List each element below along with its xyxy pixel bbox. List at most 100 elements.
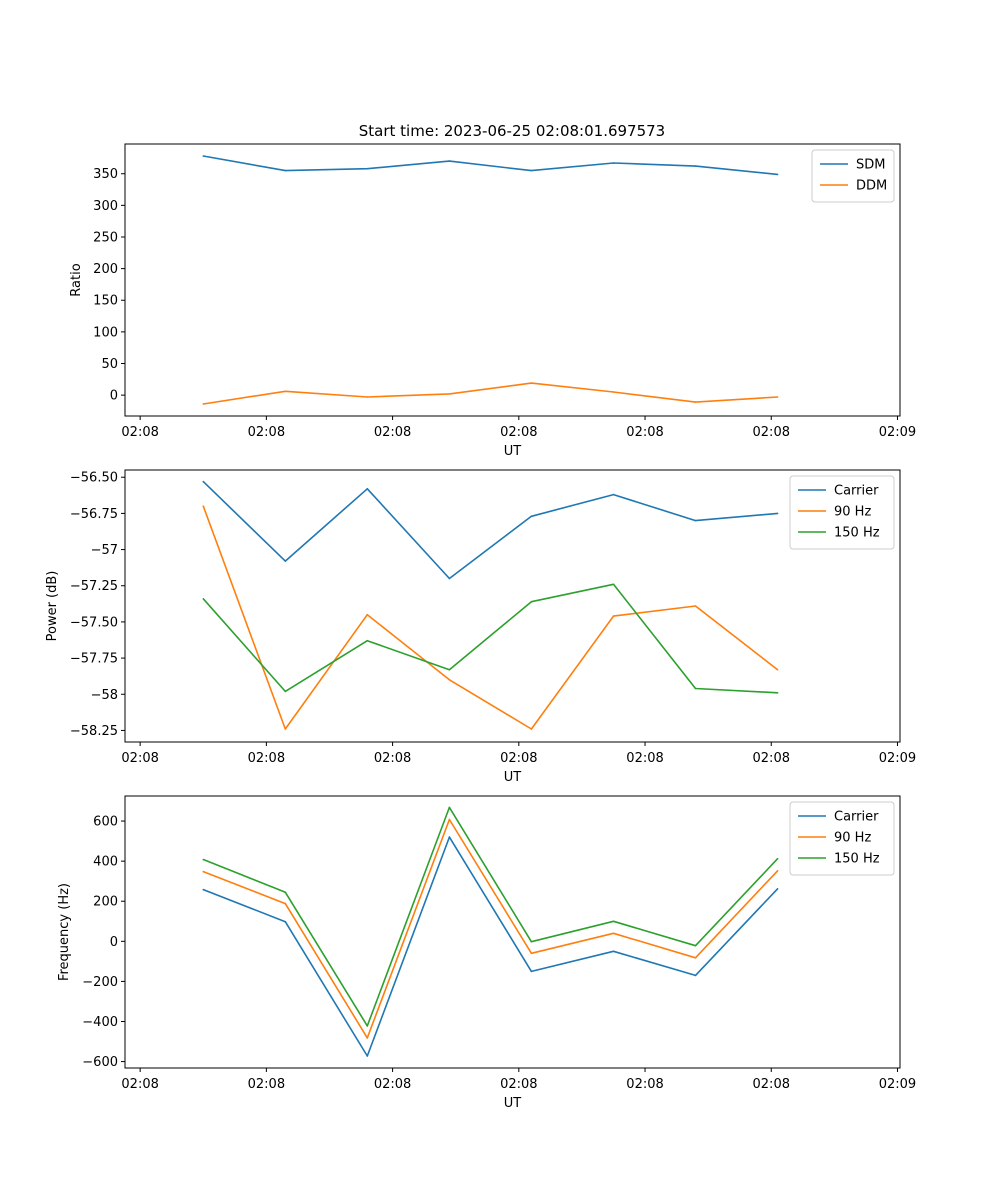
series-line-150-hz xyxy=(202,583,778,694)
y-tick-label: −57 xyxy=(91,543,118,558)
x-tick-label: 02:08 xyxy=(121,1077,158,1092)
legend-label: Carrier xyxy=(834,810,879,825)
data-point xyxy=(694,605,697,607)
data-point xyxy=(448,836,451,838)
y-tick-label: 200 xyxy=(93,262,118,277)
data-point xyxy=(202,888,205,891)
y-tick-label: −58 xyxy=(91,688,118,703)
data-point xyxy=(530,940,533,943)
x-tick-label: 02:08 xyxy=(374,425,411,440)
data-point xyxy=(366,1037,369,1039)
y-axis-label: Power (dB) xyxy=(45,571,60,642)
y-tick-label: 150 xyxy=(93,294,118,309)
data-point xyxy=(284,728,287,730)
data-point xyxy=(448,806,451,809)
data-point xyxy=(776,888,779,890)
data-point xyxy=(776,870,779,872)
x-tick-label: 02:08 xyxy=(753,751,790,766)
data-point xyxy=(694,957,697,959)
x-tick-label: 02:08 xyxy=(121,751,158,766)
data-point xyxy=(776,857,779,860)
y-tick-label: −57.75 xyxy=(70,652,118,667)
series-line-90-hz xyxy=(203,818,779,1039)
data-point xyxy=(612,615,615,617)
y-tick-label: −400 xyxy=(82,1015,118,1030)
data-point xyxy=(530,382,533,384)
series-line-carrier xyxy=(202,481,778,580)
data-point xyxy=(366,1055,369,1057)
chart-panel-1: 02:08 02:08 02:08 02:08 02:08 02:08 02:09 0 50 10… xyxy=(69,143,916,459)
legend-label: 150 Hz xyxy=(834,852,880,867)
series-line-150-hz xyxy=(203,806,779,1027)
data-point xyxy=(612,391,615,393)
y-tick-label: 400 xyxy=(93,855,118,870)
data-point xyxy=(612,583,615,586)
data-point xyxy=(776,668,779,671)
data-point xyxy=(284,560,287,562)
data-point xyxy=(202,870,205,873)
data-point xyxy=(612,493,615,496)
x-tick-label: 02:08 xyxy=(500,751,537,766)
data-point xyxy=(366,396,369,398)
y-tick-label: 100 xyxy=(93,325,118,340)
legend-label: Carrier xyxy=(834,484,879,499)
y-tick-label: 300 xyxy=(93,199,118,214)
x-tick-label: 02:09 xyxy=(879,1077,916,1092)
data-point xyxy=(284,891,287,893)
data-point xyxy=(694,165,697,167)
data-point xyxy=(448,393,451,395)
x-axis-label: UT xyxy=(504,444,522,459)
legend-label: DDM xyxy=(856,179,887,194)
data-point xyxy=(694,519,697,522)
x-tick-label: 02:08 xyxy=(753,425,790,440)
data-point xyxy=(366,1025,369,1027)
data-point xyxy=(530,952,533,955)
data-point xyxy=(530,970,533,973)
y-tick-label: −58.25 xyxy=(70,724,118,739)
data-point xyxy=(448,668,451,671)
x-tick-label: 02:08 xyxy=(626,1077,663,1092)
x-tick-label: 02:08 xyxy=(753,1077,790,1092)
data-point xyxy=(530,169,533,172)
legend: Carrier 90 Hz 150 Hz xyxy=(789,801,895,876)
x-tick-label: 02:09 xyxy=(879,751,916,766)
data-point xyxy=(284,169,287,172)
data-point xyxy=(366,488,369,490)
x-tick-label: 02:08 xyxy=(121,425,158,440)
y-tick-label: −57.25 xyxy=(70,579,118,594)
chart-panel-2: 02:08 02:08 02:08 02:08 02:08 02:08 02:09 −58.2… xyxy=(45,469,916,785)
y-axis-label: Frequency (Hz) xyxy=(57,883,72,981)
x-tick-label: 02:08 xyxy=(248,751,285,766)
data-point xyxy=(448,577,451,580)
data-point xyxy=(366,639,369,642)
data-point xyxy=(284,902,287,905)
data-point xyxy=(284,690,287,693)
x-tick-label: 02:08 xyxy=(626,751,663,766)
data-point xyxy=(612,950,615,953)
data-point xyxy=(612,162,615,164)
x-tick-label: 02:08 xyxy=(374,1077,411,1092)
legend: Carrier 90 Hz 150 Hz xyxy=(789,475,895,550)
y-tick-label: 0 xyxy=(110,389,118,404)
y-tick-label: 350 xyxy=(93,167,118,182)
legend-label: 90 Hz xyxy=(834,505,871,520)
x-tick-label: 02:08 xyxy=(500,425,537,440)
x-axis-label: UT xyxy=(504,770,522,785)
y-tick-label: 600 xyxy=(93,815,118,830)
data-point xyxy=(530,515,533,518)
x-tick-label: 02:08 xyxy=(626,425,663,440)
data-point xyxy=(366,613,369,616)
plot-frame xyxy=(124,143,901,417)
data-point xyxy=(694,401,697,403)
y-tick-label: 200 xyxy=(93,895,118,910)
series-line-sdm xyxy=(203,155,778,176)
series-line-90-hz xyxy=(202,505,779,730)
data-point xyxy=(612,932,615,935)
figure-title: Start time: 2023-06-25 02:08:01.697573 xyxy=(359,122,665,140)
data-point xyxy=(202,598,205,600)
x-tick-label: 02:09 xyxy=(879,425,916,440)
y-tick-label: −57.50 xyxy=(70,615,118,630)
legend-box xyxy=(789,475,895,550)
chart-panels: 02:08 02:08 02:08 02:08 02:08 02:08 02:09 0 50 10… xyxy=(45,143,916,1111)
y-tick-label: −200 xyxy=(82,975,118,990)
